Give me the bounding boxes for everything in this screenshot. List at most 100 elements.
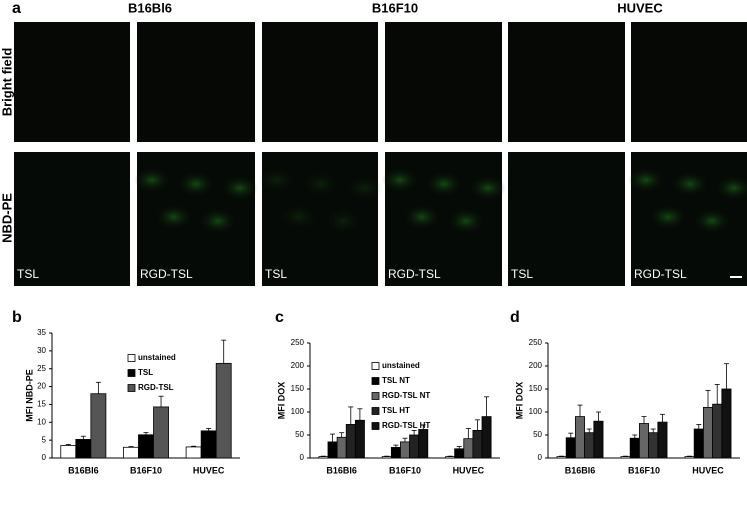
- legend-label: TSL HT: [382, 406, 410, 415]
- bar: [481, 416, 492, 459]
- error-bar: [650, 428, 656, 433]
- error-bar: [393, 444, 399, 448]
- y-tick-label: 35: [37, 328, 46, 337]
- bar: [215, 362, 232, 459]
- legend-swatch: [127, 369, 136, 377]
- fluorescence: [716, 176, 747, 200]
- error-bar: [411, 429, 417, 435]
- fluorescence: [382, 168, 418, 192]
- bar: [454, 448, 465, 459]
- y-tick-label: 50: [295, 430, 304, 439]
- legend-swatch: [127, 384, 136, 392]
- legend-label: RGD-TSL: [138, 383, 174, 392]
- error-bar: [465, 428, 471, 439]
- legend-swatch: [371, 407, 380, 415]
- column-header: B16F10: [372, 0, 418, 15]
- bar: [684, 456, 695, 459]
- fluorescence: [650, 205, 686, 229]
- row-label: Bright field: [0, 48, 14, 117]
- bar: [200, 430, 217, 459]
- x-tick-label: HUVEC: [193, 465, 225, 475]
- micrograph: [385, 22, 502, 142]
- y-tick-label: 0: [300, 453, 305, 462]
- bar: [702, 406, 714, 459]
- error-bar: [128, 446, 134, 448]
- bar: [648, 432, 659, 459]
- fluorescence: [470, 176, 506, 200]
- y-tick-label: 200: [291, 361, 305, 370]
- micrograph: [262, 22, 378, 142]
- bar: [327, 441, 338, 459]
- bar: [90, 393, 107, 459]
- micrograph: [631, 22, 747, 142]
- error-bar: [143, 432, 149, 435]
- bar: [472, 429, 483, 459]
- bar: [123, 446, 139, 459]
- bar: [593, 420, 604, 459]
- error-bar: [191, 445, 197, 447]
- bar: [381, 456, 392, 459]
- y-tick-label: 0: [42, 453, 47, 462]
- x-tick-label: B16Bl6: [68, 465, 99, 475]
- fluorescence: [325, 209, 361, 233]
- y-tick-label: 30: [37, 346, 46, 355]
- column-header: HUVEC: [617, 0, 663, 15]
- micrograph: [14, 152, 130, 286]
- fluorescence: [628, 168, 664, 192]
- bar: [185, 446, 202, 459]
- error-bar: [158, 395, 164, 407]
- error-bar: [595, 411, 601, 422]
- legend-label: unstained: [138, 353, 176, 362]
- error-bar: [714, 383, 720, 405]
- bar: [693, 428, 704, 459]
- bar: [584, 432, 595, 459]
- x-tick-label: B16F10: [130, 465, 162, 475]
- bar: [390, 447, 401, 459]
- y-tick-label: 5: [42, 435, 47, 444]
- y-tick-label: 250: [529, 338, 543, 347]
- y-axis-title: MFI DOX: [514, 382, 524, 420]
- error-bar: [723, 363, 729, 389]
- bar: [638, 423, 650, 459]
- fluorescence: [200, 209, 236, 233]
- y-tick-label: 10: [37, 417, 46, 426]
- y-tick-label: 0: [538, 453, 543, 462]
- y-tick-label: 25: [37, 364, 46, 373]
- bar: [657, 421, 668, 459]
- bar: [463, 438, 474, 459]
- panel-label: c: [275, 309, 284, 326]
- bar: [75, 439, 92, 459]
- error-bar: [632, 434, 638, 439]
- y-tick-label: 100: [291, 407, 305, 416]
- legend-swatch: [127, 354, 136, 362]
- x-tick-label: B16Bl6: [565, 465, 596, 475]
- bar: [556, 456, 567, 459]
- error-bar: [95, 381, 101, 394]
- y-axis-title: MFI NBD-PE: [24, 369, 34, 422]
- error-bar: [586, 428, 592, 433]
- micrograph: [137, 22, 255, 142]
- fluorescence: [134, 168, 170, 192]
- legend-swatch: [371, 422, 380, 430]
- error-bar: [357, 408, 363, 421]
- error-bar: [641, 416, 647, 424]
- micrographs: TSL RGD-TSL TSL RGD-TSL TSL RGD-TSL: [14, 22, 747, 286]
- bar: [336, 436, 347, 459]
- image-caption: RGD-TSL: [388, 267, 441, 281]
- y-tick-label: 150: [291, 384, 305, 393]
- bar: [400, 441, 410, 459]
- error-bar: [705, 389, 711, 408]
- error-bar: [221, 339, 227, 364]
- bar: [345, 424, 356, 459]
- fluorescence: [426, 172, 462, 196]
- error-bar: [456, 446, 462, 449]
- y-tick-label: 15: [37, 400, 46, 409]
- legend-label: TSL NT: [382, 376, 410, 385]
- x-tick-label: B16F10: [628, 465, 660, 475]
- fluorescence: [404, 205, 440, 229]
- bar: [409, 434, 420, 459]
- panel-label: b: [12, 309, 22, 326]
- bar: [721, 388, 732, 459]
- bar: [60, 445, 77, 459]
